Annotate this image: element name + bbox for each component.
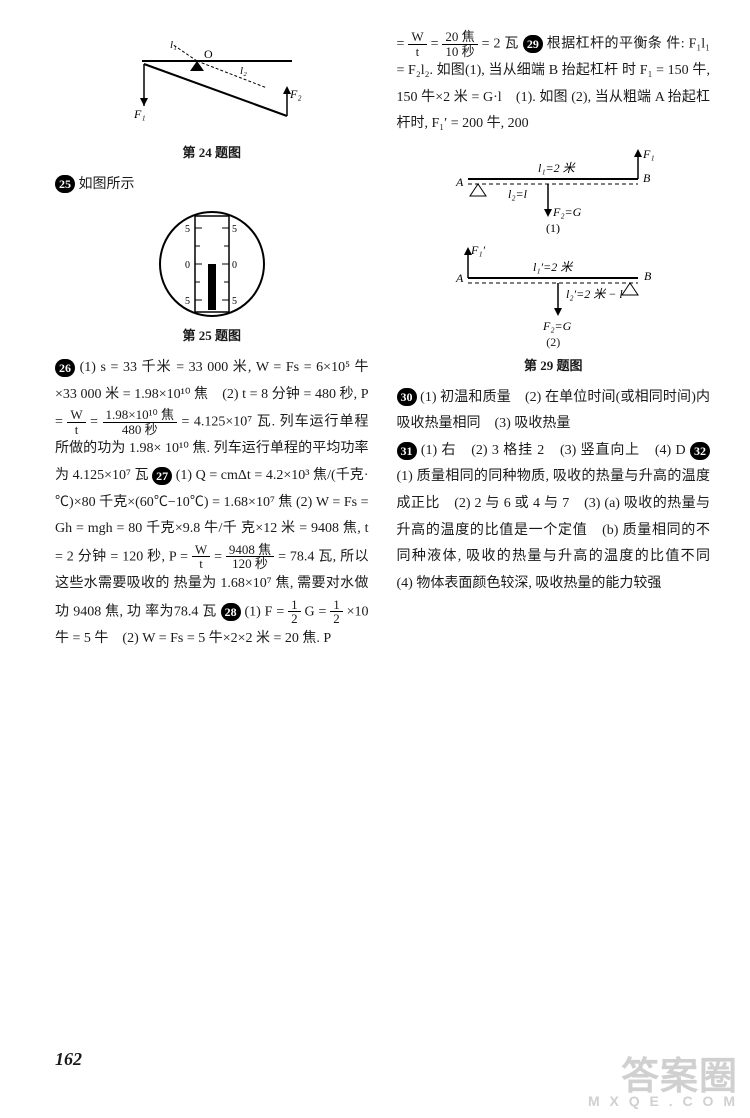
q26-eq: = [90, 415, 102, 430]
qnum-32: 32 [690, 442, 710, 460]
q28-l2: 5 牛 (2) W = Fs = 5 牛×2×2 米 = 20 焦. P [84, 631, 331, 646]
q31-text: (1) 右 (2) 3 格挂 2 (3) 竖直向上 (4) D [421, 443, 686, 458]
svg-text:F₂: F₂ [289, 87, 302, 101]
frac-half-1: 12 [288, 598, 301, 626]
q27-l1: (1) Q = cmΔt = 4.2×10³ 焦/(千克· [176, 468, 369, 483]
svg-text:A: A [455, 271, 464, 285]
qnum-26: 26 [55, 359, 75, 377]
left-column: O l₁ l₂ F₁ F₂ 第 24 题图 25 如图所示 5 0 5 [55, 30, 369, 653]
lever-1-icon: A B l₁=2 米 F₁ l₂=l F₂=G (1) [438, 144, 668, 234]
q26-block: 26 (1) s = 33 千米 = 33 000 米, W = Fs = 6×… [55, 355, 369, 653]
svg-text:0: 0 [185, 260, 190, 271]
q27-l5a: = [214, 549, 226, 564]
watermark-main: 答案圈 [621, 1056, 738, 1098]
figure-29-caption: 第 29 题图 [397, 354, 711, 379]
frac-half-2: 12 [330, 598, 343, 626]
q29-l1: 根据杠杆的平衡条 [547, 36, 663, 51]
svg-text:l₁′=2 米: l₁′=2 米 [533, 260, 574, 274]
svg-text:5: 5 [232, 296, 237, 307]
svg-text:l₂: l₂ [240, 65, 247, 77]
qnum-29: 29 [523, 35, 543, 53]
svg-text:A: A [455, 175, 464, 189]
q27-l7: 率为78.4 瓦 [145, 604, 217, 619]
svg-text:O: O [204, 47, 213, 61]
frac-W-t-3: Wt [408, 30, 426, 58]
svg-text:l₂=l: l₂=l [508, 187, 528, 201]
svg-text:l₁=2 米: l₁=2 米 [538, 161, 577, 175]
q29t-b: = [431, 36, 443, 51]
qnum-31: 31 [397, 442, 417, 460]
qnum-27: 27 [152, 467, 172, 485]
svg-text:F₁: F₁ [642, 147, 655, 161]
svg-text:(1): (1) [546, 221, 560, 234]
q26-t1: (1) s = 33 千米 = 33 000 米, W = Fs = [80, 360, 312, 375]
q25-lead: 如图所示 [79, 177, 135, 192]
svg-text:l₂′=2 米 − l: l₂′=2 米 − l [566, 287, 623, 301]
q25-line: 25 如图所示 [55, 172, 369, 199]
q29-block: = Wt = 20 焦10 秒 = 2 瓦 29 根据杠杆的平衡条 件: F₁l… [397, 30, 711, 138]
watermark: 答案圈 M X Q E . C O M [588, 1059, 738, 1108]
q29t-a: = [397, 36, 409, 51]
q26-eq2: = [181, 415, 189, 430]
frac-W-t: Wt [67, 408, 85, 436]
fig29-2-num: (2) [397, 331, 711, 354]
figure-24: O l₁ l₂ F₁ F₂ 第 24 题图 [55, 36, 369, 166]
frac-9408-120: 9408 焦120 秒 [226, 543, 274, 571]
watermark-sub: M X Q E . C O M [588, 1095, 738, 1108]
svg-text:5: 5 [232, 224, 237, 235]
svg-text:l₁: l₁ [170, 39, 177, 51]
svg-text:0: 0 [232, 260, 237, 271]
figure-24-caption: 第 24 题图 [55, 141, 369, 166]
svg-text:F₁: F₁ [133, 107, 146, 121]
frac-W-t-2: Wt [192, 543, 210, 571]
qnum-25: 25 [55, 175, 75, 193]
figure-25: 5 0 5 5 0 5 第 25 题图 [55, 204, 369, 349]
figure-25-caption: 第 25 题图 [55, 324, 369, 349]
q26-t6: 瓦 [135, 468, 149, 483]
q30-block: 30 (1) 初温和质量 (2) 在单位时间(或相同时间)内吸收热量相同 (3)… [397, 385, 711, 438]
lever-diagram-icon: O l₁ l₂ F₁ F₂ [112, 36, 312, 141]
figure-29-2: A B l₁′=2 米 F₁′ l₂′=2 米 − l F₂=G (2) 第 2… [397, 240, 711, 378]
q28-l1b: G = [305, 604, 331, 619]
right-column: = Wt = 20 焦10 秒 = 2 瓦 29 根据杠杆的平衡条 件: F₁l… [397, 30, 711, 653]
lever-2-icon: A B l₁′=2 米 F₁′ l₂′=2 米 − l F₂=G [438, 240, 668, 335]
svg-text:F₁′: F₁′ [470, 243, 486, 257]
q28-l1a: (1) F = [244, 604, 288, 619]
frac-20-10: 20 焦10 秒 [442, 30, 477, 58]
qnum-28: 28 [221, 603, 241, 621]
gauge-icon: 5 0 5 5 0 5 [152, 204, 272, 324]
svg-text:5: 5 [185, 296, 190, 307]
q27-l2: ℃)×80 千克×(60℃−10℃) = 1.68×10⁷ 焦 [55, 495, 292, 510]
svg-text:B: B [643, 171, 651, 185]
svg-text:F₂=G: F₂=G [552, 205, 582, 219]
qnum-30: 30 [397, 388, 417, 406]
q30-text: (1) 初温和质量 (2) 在单位时间(或相同时间)内吸收热量相同 (3) 吸收… [397, 390, 711, 432]
page-number: 162 [55, 1042, 82, 1076]
q32-text: (1) 质量相同的同种物质, 吸收的热量与升高的温度成正比 (2) 2 与 6 … [397, 469, 725, 590]
svg-text:5: 5 [185, 224, 190, 235]
figure-29-1: A B l₁=2 米 F₁ l₂=l F₂=G (1) [397, 144, 711, 234]
q29t-c: = 2 瓦 [482, 36, 519, 51]
frac-198-480: 1.98×10¹⁰ 焦480 秒 [103, 408, 177, 436]
q31-block: 31 (1) 右 (2) 3 格挂 2 (3) 竖直向上 (4) D 32 (1… [397, 438, 711, 598]
svg-text:B: B [644, 269, 652, 283]
